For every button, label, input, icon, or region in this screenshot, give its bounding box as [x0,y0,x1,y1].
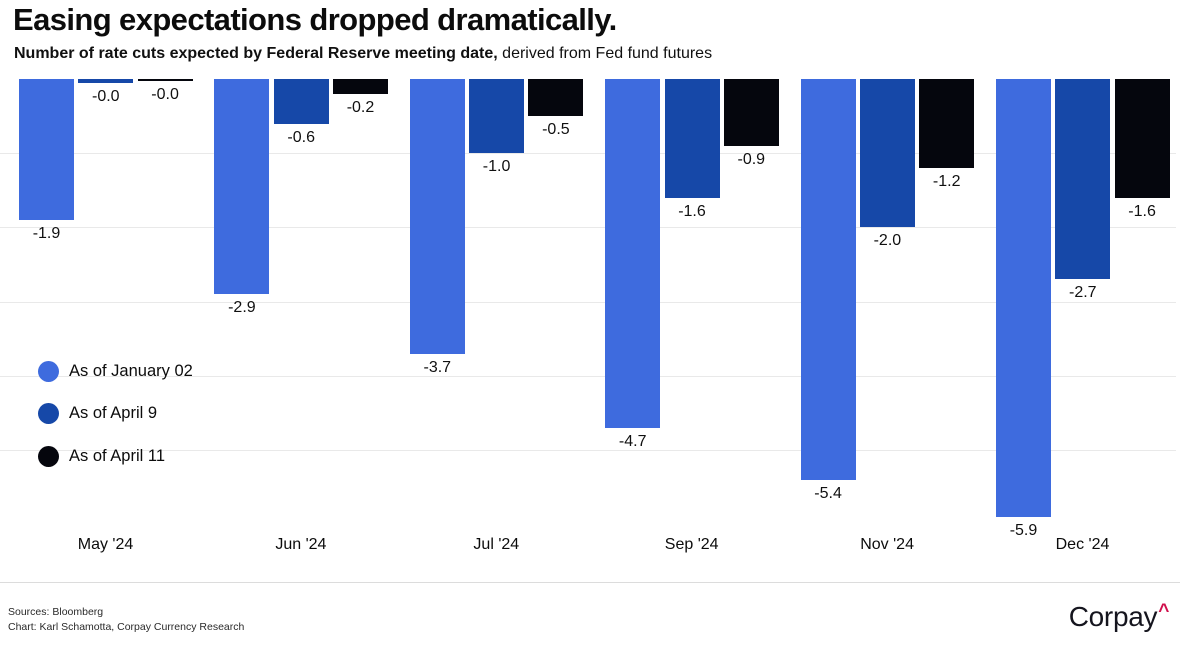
legend-dot-icon [38,445,59,467]
bar-value-label: -0.0 [92,88,120,105]
bar-value-label: -5.4 [814,484,842,502]
legend-label: As of January 02 [69,361,193,380]
bar [919,79,975,169]
source-line: Sources: Bloomberg [8,606,104,618]
legend-item: As of April 11 [38,445,165,467]
bar-value-label: -1.2 [932,173,961,191]
bar-value-label: -0.0 [151,86,179,103]
legend-label: As of April 11 [69,446,165,465]
bar-value-label: -2.9 [228,299,256,317]
chart-title: Easing expectations dropped dramatically… [13,2,617,37]
gridline [0,227,1176,229]
legend-dot-icon [38,403,59,425]
bar-value-label: -0.9 [737,150,766,168]
footer-divider [0,582,1180,583]
bar [605,79,661,428]
bar [1055,79,1111,280]
bar [333,79,388,94]
corpay-caret-icon: ^ [1158,601,1169,622]
x-axis-label: May '24 [77,536,134,553]
legend-dot-icon [38,360,59,382]
chart-subtitle: Number of rate cuts expected by Federal … [14,45,712,63]
bar-value-label: -2.0 [873,232,902,250]
bar [409,79,465,354]
bar [469,79,525,154]
bar-value-label: -1.6 [678,202,706,220]
bar [19,79,74,220]
x-axis-label: Jul '24 [473,536,520,553]
bar-value-label: -0.2 [346,98,375,116]
gridline [0,153,1176,155]
bar-value-label: -1.0 [482,158,511,176]
bar-value-label: -0.5 [542,121,570,139]
bar [78,79,134,83]
bar [273,79,329,124]
bar-value-label: -1.6 [1128,202,1156,220]
bar-value-label: -2.7 [1069,284,1097,302]
x-axis-label: Jun '24 [275,536,327,553]
x-axis-label: Dec '24 [1055,536,1110,553]
legend-item: As of January 02 [38,360,193,382]
bar [137,79,193,81]
gridline [0,301,1176,303]
bar [723,79,779,146]
bar [528,79,584,117]
corpay-logo: Corpay^ [1068,601,1170,633]
gridline [0,375,1176,377]
bar [996,79,1051,517]
x-axis-label: Sep '24 [664,536,719,553]
legend-label: As of April 9 [69,404,158,423]
gridline [0,450,1176,451]
bar [859,79,915,228]
chart-subtitle-bold: Number of rate cuts expected by Federal … [14,45,498,62]
bar [1114,79,1170,198]
bar-value-label: -3.7 [423,358,452,376]
legend-item: As of April 9 [38,403,157,425]
x-axis-label: Nov '24 [860,536,914,553]
bar-value-label: -1.9 [32,224,61,242]
corpay-logo-text: Corpay [1068,601,1158,632]
source-credits: Sources: Bloomberg Chart: Karl Schamotta… [8,605,244,635]
credit-line: Chart: Karl Schamotta, Corpay Currency R… [8,621,245,633]
bar [664,79,720,198]
bar-value-label: -5.9 [1009,521,1038,539]
bar [214,79,270,295]
bar-value-label: -0.6 [287,128,315,146]
bar-value-label: -4.7 [618,432,647,450]
bar [800,79,856,480]
chart-subtitle-regular: derived from Fed fund futures [497,45,713,62]
